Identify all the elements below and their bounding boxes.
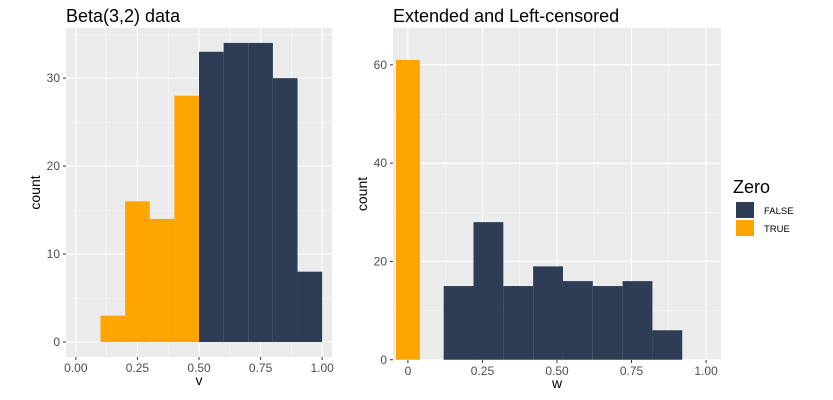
x-tick-label: 0.50 (187, 361, 211, 375)
chart-left: 0 10 20 30 0.00 0.25 0.50 0.75 1.00 Beta(3,2) dat… (27, 6, 334, 388)
x-tick-label: 0.75 (620, 364, 644, 378)
x-tick-label: 0.25 (471, 364, 495, 378)
x-tick-label: 0 (405, 364, 412, 378)
bar-false (443, 286, 474, 360)
x-tick-label: 0.00 (64, 361, 88, 375)
bar-false (533, 266, 563, 360)
legend: Zero FALSE TRUE (733, 177, 794, 236)
legend-title: Zero (733, 177, 770, 197)
x-tick-label: 1.00 (310, 361, 334, 375)
x-tick-label: 0.50 (545, 364, 569, 378)
x-tick-label: 0.75 (249, 361, 273, 375)
y-tick-label: 10 (47, 247, 61, 261)
x-tick-label: 1.00 (694, 364, 718, 378)
bar-false (473, 222, 504, 360)
y-tick-label: 40 (374, 156, 388, 170)
bar-false (592, 286, 623, 360)
y-axis-label: count (354, 177, 370, 211)
y-tick-label: 20 (374, 254, 388, 268)
chart-title: Extended and Left-censored (393, 6, 619, 26)
bar-true (125, 201, 150, 343)
x-axis-label: w (551, 375, 563, 391)
bar-false (562, 281, 593, 360)
bar-false (223, 42, 249, 343)
bar-true (149, 218, 175, 343)
bar-false (272, 78, 298, 343)
bar-false (652, 330, 683, 360)
y-tick-label: 20 (47, 159, 61, 173)
bar-false (248, 42, 273, 343)
bar-true (100, 315, 126, 343)
legend-swatch-false (736, 202, 754, 218)
chart-title: Beta(3,2) data (66, 6, 181, 26)
bar-false (199, 51, 224, 343)
bar-false (503, 286, 534, 360)
legend-label-true: TRUE (764, 224, 790, 235)
x-axis-label: v (196, 372, 203, 388)
legend-swatch-true (736, 220, 754, 236)
y-tick-label: 30 (47, 71, 61, 85)
y-tick-label: 0 (380, 353, 387, 367)
bar-false (622, 281, 653, 360)
x-tick-label: 0.25 (126, 361, 150, 375)
y-tick-label: 60 (374, 58, 388, 72)
legend-label-false: FALSE (764, 206, 794, 217)
y-tick-label: 0 (53, 335, 60, 349)
bar-true (395, 59, 420, 360)
y-axis-label: count (27, 175, 43, 209)
chart-right: 0 20 40 60 0 0.25 0.50 0.75 1.00 Extended and Lef… (354, 6, 721, 391)
bar-true (174, 95, 199, 343)
bar-false (297, 271, 323, 343)
